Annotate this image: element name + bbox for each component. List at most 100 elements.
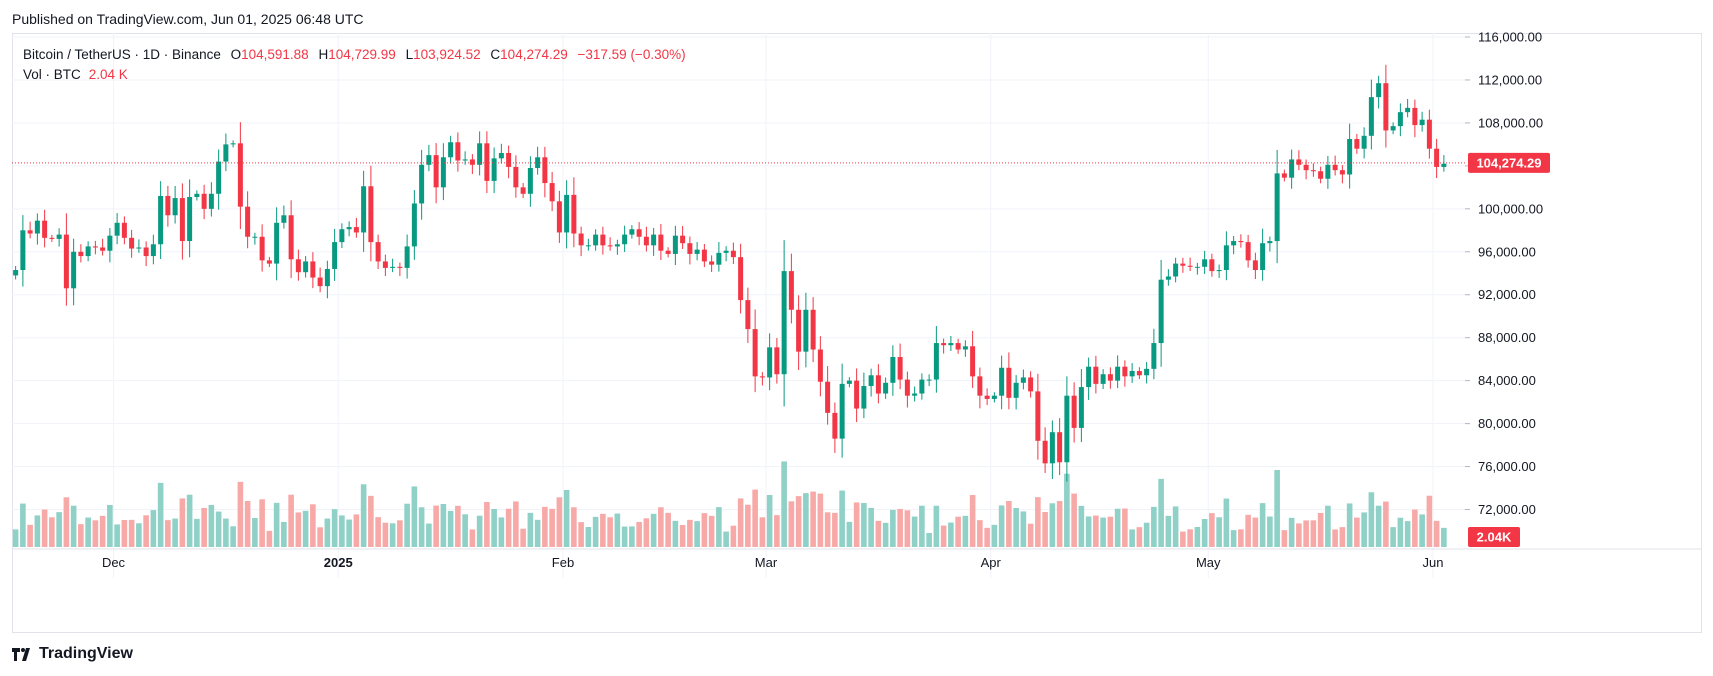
candle-body bbox=[933, 343, 939, 380]
candle-body bbox=[672, 235, 678, 254]
candle-body bbox=[1354, 139, 1360, 149]
volume-bar bbox=[273, 502, 280, 547]
candle-body bbox=[266, 260, 272, 264]
volume-bar bbox=[433, 505, 439, 547]
candle-body bbox=[846, 380, 852, 384]
volume-label[interactable]: Vol · BTC bbox=[23, 67, 81, 82]
volume-bar bbox=[1303, 520, 1309, 547]
volume-bar bbox=[339, 515, 345, 547]
volume-bar bbox=[665, 512, 671, 547]
volume-bar bbox=[1151, 506, 1157, 547]
candle-body bbox=[1238, 241, 1244, 243]
volume-bar bbox=[353, 514, 360, 547]
volume-bar bbox=[41, 509, 48, 547]
chart-frame bbox=[12, 33, 1702, 633]
candle-body bbox=[1151, 343, 1157, 369]
volume-bar bbox=[324, 518, 331, 547]
y-tick-label: 88,000.00 bbox=[1478, 330, 1536, 345]
open-label: O bbox=[230, 47, 242, 62]
volume-bar bbox=[846, 521, 853, 547]
volume-bar bbox=[788, 501, 795, 547]
volume-bar bbox=[810, 491, 816, 547]
volume-bar bbox=[194, 518, 200, 547]
volume-bar bbox=[962, 515, 969, 547]
x-tick-label: Mar bbox=[755, 555, 778, 570]
volume-bar bbox=[708, 515, 715, 547]
candle-body bbox=[1136, 370, 1142, 376]
candle-body bbox=[20, 230, 26, 271]
volume-bar bbox=[1390, 527, 1396, 547]
volume-bar bbox=[1419, 514, 1425, 547]
volume-bar bbox=[1187, 529, 1193, 547]
candle-body bbox=[658, 234, 664, 251]
volume-bar bbox=[201, 508, 207, 547]
candle-body bbox=[78, 251, 84, 257]
candle-body bbox=[1165, 276, 1171, 280]
volume-bar bbox=[890, 509, 896, 547]
candle-body bbox=[759, 376, 765, 378]
candle-body bbox=[1028, 377, 1034, 392]
volume-bar bbox=[230, 526, 236, 547]
candle-body bbox=[1158, 279, 1164, 344]
volume-bar bbox=[49, 517, 55, 547]
candle-body bbox=[883, 382, 889, 394]
volume-bar bbox=[607, 517, 613, 547]
x-axis: Dec 2025 Feb Mar Apr May Jun bbox=[12, 548, 1702, 570]
high-value: 104,729.99 bbox=[328, 47, 396, 62]
last-volume-badge: 2.04K bbox=[1468, 527, 1520, 547]
candle-body bbox=[796, 309, 802, 352]
candle-body bbox=[194, 193, 200, 198]
volume-bar bbox=[491, 509, 497, 547]
candle-body bbox=[527, 168, 533, 194]
candle-body bbox=[1049, 432, 1055, 464]
volume-bar bbox=[27, 524, 33, 547]
candle-body bbox=[1267, 241, 1273, 244]
candle-body bbox=[216, 161, 222, 194]
volume-bar bbox=[563, 490, 570, 547]
volume-bar bbox=[1172, 506, 1179, 547]
candle-body bbox=[955, 343, 961, 350]
volume-bar bbox=[1201, 519, 1208, 547]
candle-body bbox=[1332, 164, 1338, 171]
volume-bars bbox=[12, 461, 1447, 547]
candle-body bbox=[585, 245, 591, 247]
candle-body bbox=[1144, 368, 1150, 376]
candle-body bbox=[1187, 265, 1193, 267]
volume-bar bbox=[244, 501, 251, 547]
volume-bar bbox=[165, 520, 171, 547]
candle-body bbox=[100, 247, 106, 251]
candle-body bbox=[912, 393, 918, 396]
volume-bar bbox=[629, 526, 635, 547]
candle-body bbox=[897, 357, 903, 380]
volume-bar bbox=[824, 512, 831, 547]
candle-body bbox=[948, 343, 954, 346]
candle-body bbox=[491, 158, 497, 181]
candle-body bbox=[1115, 366, 1121, 381]
volume-bar bbox=[1078, 505, 1085, 547]
candle-body bbox=[107, 235, 113, 251]
volume-bar bbox=[614, 513, 621, 547]
volume-bar bbox=[774, 515, 780, 547]
symbol-title[interactable]: Bitcoin / TetherUS · 1D · Binance bbox=[23, 47, 221, 62]
y-tick-label: 80,000.00 bbox=[1478, 416, 1536, 431]
tradingview-brand[interactable]: TradingView bbox=[12, 645, 133, 663]
volume-bar bbox=[295, 512, 302, 547]
candle-body bbox=[1347, 139, 1353, 175]
candle-body bbox=[1122, 366, 1128, 377]
volume-bar bbox=[636, 522, 642, 547]
candle-body bbox=[854, 380, 860, 409]
candle-body bbox=[1020, 377, 1026, 383]
volume-bar bbox=[186, 494, 193, 547]
volume-bar bbox=[469, 529, 476, 547]
volume-bar bbox=[1310, 520, 1317, 547]
candle-body bbox=[977, 376, 983, 396]
candle-body bbox=[730, 250, 736, 258]
volume-bar bbox=[411, 486, 418, 547]
candle-body bbox=[788, 271, 794, 310]
candle-body bbox=[607, 245, 613, 247]
volume-bar bbox=[1230, 530, 1237, 547]
volume-bar bbox=[404, 503, 410, 547]
volume-bar bbox=[99, 515, 106, 547]
x-tick-label: May bbox=[1196, 555, 1221, 570]
